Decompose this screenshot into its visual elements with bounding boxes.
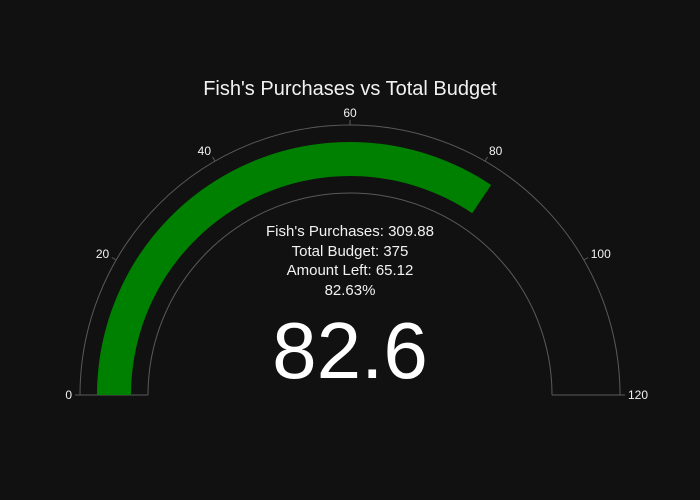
gauge-tick-label-40: 40 [198, 144, 212, 158]
annotation-line-amount-left: Amount Left: 65.12 [287, 262, 414, 279]
gauge-tick-label-80: 80 [489, 144, 503, 158]
annotation-line-total-budget: Total Budget: 375 [292, 243, 409, 260]
gauge-tick-label-120: 120 [628, 388, 648, 402]
gauge-value-number: 82.6 [272, 306, 428, 395]
gauge-tick-mark-80 [484, 156, 488, 162]
gauge-ticks: 0 20 40 60 80 100 120 [65, 106, 648, 402]
annotation-line-percent: 82.63% [325, 282, 376, 299]
gauge-tick-mark-40 [212, 156, 216, 162]
annotation-line-purchases: Fish's Purchases: 309.88 [266, 223, 434, 240]
gauge-tick-mark-20 [111, 257, 117, 261]
gauge-tick-label-0: 0 [65, 388, 72, 402]
gauge-tick-label-20: 20 [96, 247, 110, 261]
gauge-tick-label-100: 100 [591, 247, 611, 261]
gauge-value-bar [97, 142, 492, 395]
chart-title: Fish's Purchases vs Total Budget [203, 78, 497, 100]
gauge-tick-label-60: 60 [343, 106, 357, 120]
gauge-tick-mark-100 [583, 257, 589, 261]
